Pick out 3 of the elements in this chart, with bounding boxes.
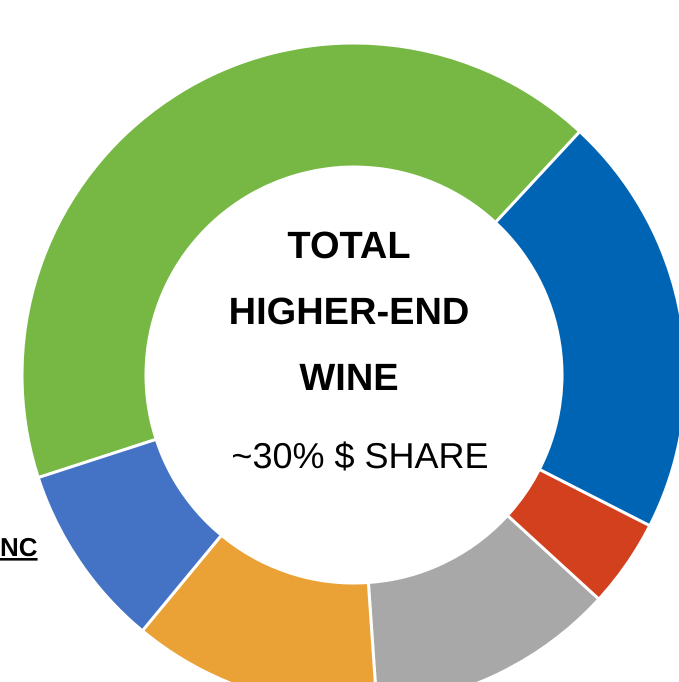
text: TOTAL HIGHER-END WINE xyxy=(228,225,470,399)
text: NC xyxy=(0,532,38,562)
text: ~30% $ SHARE xyxy=(231,435,489,476)
